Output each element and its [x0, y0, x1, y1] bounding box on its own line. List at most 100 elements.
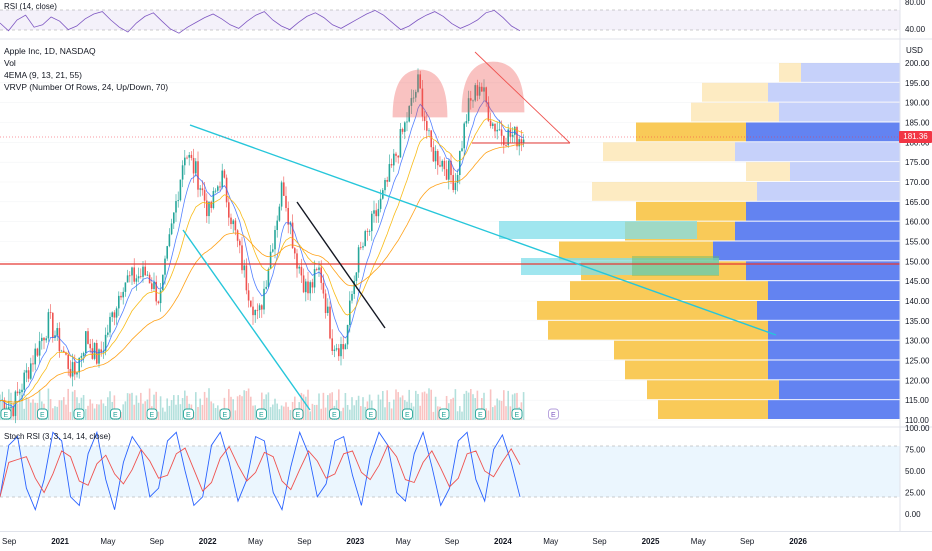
volume-bar — [498, 400, 501, 420]
volume-bar — [338, 389, 340, 420]
volume-bar — [278, 409, 281, 420]
earnings-marker-icon[interactable]: E — [183, 408, 194, 420]
candle-body — [208, 201, 210, 217]
volume-bar — [170, 400, 173, 420]
head-shoulder-right[interactable] — [461, 61, 525, 113]
volume-bar — [419, 405, 421, 420]
candle-body — [69, 368, 72, 377]
earnings-marker-icon[interactable]: E — [110, 408, 121, 420]
candle-body — [122, 291, 124, 298]
candle-body — [228, 202, 230, 218]
volume-bar — [54, 406, 56, 420]
price-tick-label: 130.00 — [905, 337, 930, 346]
triangle-top[interactable] — [474, 51, 571, 144]
candle-body — [474, 85, 476, 101]
volume-bar — [492, 407, 494, 420]
price-axis[interactable]: 200.00195.00190.00185.00180.00175.00170.… — [905, 59, 930, 425]
head-shoulder-left[interactable] — [392, 69, 448, 118]
stoch-tick-label: 25.00 — [905, 489, 926, 498]
supply-zone[interactable] — [499, 221, 697, 239]
earnings-marker-icon[interactable]: E — [0, 408, 12, 420]
candle-body — [423, 116, 426, 122]
volume-bar — [395, 389, 397, 420]
candle-body — [239, 240, 241, 246]
price-tick-label: 155.00 — [905, 238, 930, 247]
earnings-marker-icon[interactable]: E — [256, 408, 267, 420]
volume-bar — [102, 403, 105, 420]
candle-body — [305, 281, 307, 293]
legend-vrvp[interactable]: VRVP (Number Of Rows, 24, Up/Down, 70) — [4, 82, 169, 92]
candle-body — [494, 123, 496, 132]
volume-bar — [129, 393, 131, 420]
price-tick-label: 190.00 — [905, 99, 930, 108]
candle-body — [375, 210, 377, 217]
volume-bar — [294, 396, 296, 420]
vrvp-down-bar — [559, 241, 713, 261]
candle-body — [283, 182, 285, 196]
earnings-marker-icon[interactable]: E — [365, 408, 377, 420]
candle-body — [496, 129, 498, 132]
candle-body — [129, 275, 131, 277]
candle-body — [483, 87, 485, 92]
time-tick-label: 2021 — [51, 537, 69, 546]
earnings-marker-icon[interactable]: E — [329, 408, 340, 420]
candle-body — [311, 282, 314, 288]
candle-body — [245, 265, 248, 291]
vrvp-up-bar — [768, 360, 900, 380]
candle-body — [344, 344, 347, 350]
volume-bar — [386, 390, 388, 420]
volume-bar — [179, 404, 182, 420]
volume-bar — [124, 401, 127, 420]
price-tick-label: 110.00 — [905, 416, 929, 425]
volume-bar — [426, 393, 428, 420]
candle-body — [80, 355, 83, 358]
earnings-marker-icon[interactable]: E — [475, 408, 486, 420]
legend-vol[interactable]: Vol — [4, 58, 16, 68]
demand-zone[interactable] — [521, 258, 719, 275]
candle-body — [401, 128, 404, 132]
svg-text:E: E — [442, 412, 447, 419]
candle-body — [395, 153, 397, 156]
candle-body — [179, 179, 182, 201]
svg-text:E: E — [478, 412, 483, 419]
earnings-marker-icon[interactable]: E — [73, 408, 85, 420]
trendline-upper[interactable] — [189, 124, 777, 336]
candle-body — [514, 127, 516, 135]
time-axis[interactable]: Sep 2021 May Sep 2022 May Sep 2023 May Sep 2024 May… — [2, 537, 808, 546]
volume-bar — [210, 401, 212, 420]
earnings-marker-icon[interactable]: E — [548, 408, 559, 420]
currency-label[interactable]: USD — [906, 46, 923, 55]
earnings-marker-icon[interactable]: E — [402, 408, 413, 420]
volume-bar — [487, 410, 490, 420]
volume-bar — [309, 411, 311, 420]
candle-body — [296, 253, 298, 269]
candle-body — [492, 123, 494, 127]
volume-bar — [505, 406, 507, 420]
candle-body — [291, 222, 294, 249]
legend-ema[interactable]: 4EMA (9, 13, 21, 55) — [4, 70, 82, 80]
volume-bar — [322, 392, 325, 420]
earnings-marker-icon[interactable]: E — [219, 408, 231, 420]
trendline-short[interactable] — [296, 201, 386, 329]
volume-bar — [287, 406, 289, 420]
time-tick-label: Sep — [740, 537, 755, 546]
candle-body — [342, 344, 344, 350]
earnings-marker-icon[interactable]: E — [511, 408, 523, 420]
candle-body — [170, 223, 173, 235]
earnings-marker-icon[interactable]: E — [37, 408, 48, 420]
candle-body — [377, 208, 380, 217]
price-tick-label: 185.00 — [905, 119, 930, 128]
earnings-marker-icon[interactable]: E — [146, 408, 158, 420]
earnings-marker-icon[interactable]: E — [292, 408, 304, 420]
candle-body — [10, 407, 12, 408]
earnings-marker-icon[interactable]: E — [438, 408, 450, 420]
trendline-lower[interactable] — [182, 229, 311, 411]
candle-body — [190, 154, 193, 158]
candle-body — [465, 121, 468, 124]
candle-body — [520, 139, 523, 144]
volume-bar — [318, 393, 320, 420]
legend-symbol[interactable]: Apple Inc, 1D, NASDAQ — [4, 46, 96, 56]
